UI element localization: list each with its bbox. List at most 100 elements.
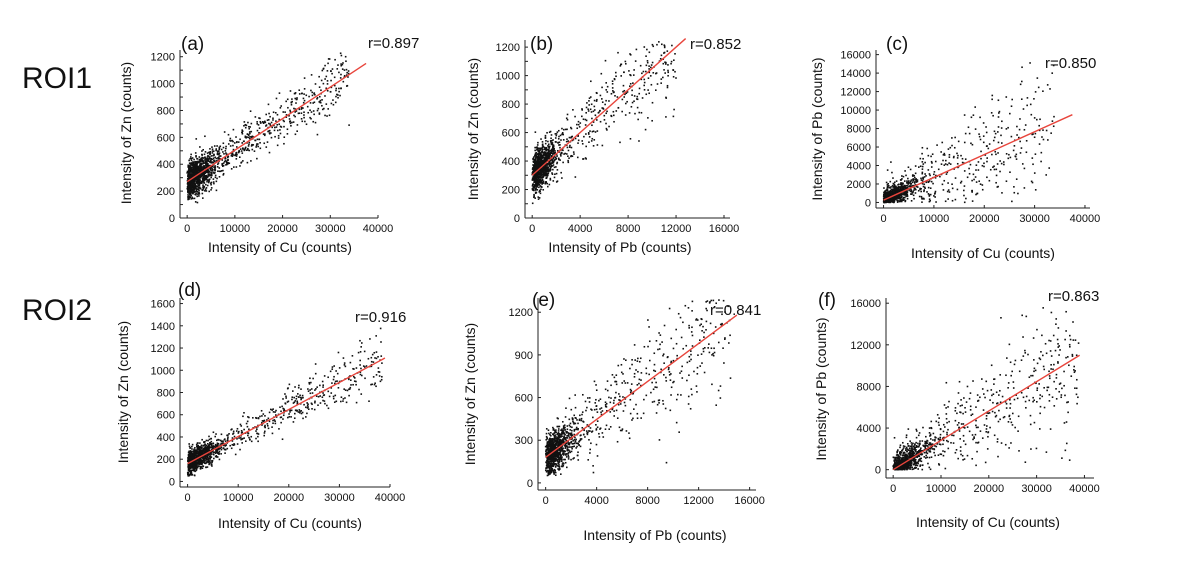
scatter-point xyxy=(195,138,198,140)
scatter-point xyxy=(537,158,539,161)
scatter-point xyxy=(277,137,280,139)
scatter-point xyxy=(241,142,244,144)
scatter-point xyxy=(244,135,247,138)
scatter-point xyxy=(202,180,204,183)
scatter-point xyxy=(211,446,214,449)
scatter-point xyxy=(187,194,189,196)
scatter-point xyxy=(893,200,896,202)
scatter-point xyxy=(192,165,195,168)
scatter-point xyxy=(332,103,335,106)
y-axis-label: Intensity of Pb (counts) xyxy=(809,57,825,200)
scatter-point xyxy=(291,396,294,399)
scatter-point xyxy=(913,187,916,189)
scatter-point xyxy=(643,78,646,81)
scatter-point xyxy=(199,166,202,168)
scatter-point xyxy=(535,183,537,185)
scatter-point xyxy=(945,159,947,162)
scatter-point xyxy=(998,110,1001,113)
scatter-point xyxy=(268,129,271,132)
scatter-point xyxy=(572,138,575,141)
scatter-point xyxy=(662,76,664,79)
scatter-point xyxy=(251,143,253,146)
scatter-point xyxy=(247,121,249,124)
scatter-point xyxy=(601,107,604,109)
scatter-point xyxy=(883,193,886,196)
scatter-point xyxy=(314,83,317,85)
scatter-point xyxy=(210,171,213,174)
scatter-point xyxy=(205,451,207,454)
scatter-point xyxy=(904,170,906,172)
scatter-point xyxy=(923,198,925,200)
scatter-point xyxy=(195,161,197,164)
scatter-point xyxy=(588,141,590,144)
scatter-point xyxy=(200,162,203,165)
scatter-point xyxy=(960,180,963,183)
scatter-point xyxy=(611,80,614,82)
scatter-point xyxy=(370,383,372,386)
scatter-point xyxy=(561,133,563,136)
scatter-point xyxy=(202,186,204,189)
scatter-point xyxy=(196,176,198,179)
scatter-point xyxy=(983,162,985,165)
scatter-point xyxy=(192,181,195,184)
scatter-point xyxy=(212,431,215,434)
x-tick-label: 30000 xyxy=(324,492,355,504)
scatter-point xyxy=(197,186,199,188)
scatter-point xyxy=(663,52,665,54)
scatter-point xyxy=(192,455,195,457)
scatter-point xyxy=(991,153,993,156)
scatter-point xyxy=(275,97,278,100)
scatter-point xyxy=(921,161,924,163)
scatter-point xyxy=(321,108,324,111)
scatter-point xyxy=(533,180,536,182)
scatter-point xyxy=(923,190,925,193)
scatter-point xyxy=(888,192,890,195)
scatter-point xyxy=(287,106,289,109)
scatter-point xyxy=(235,158,238,160)
scatter-point xyxy=(204,135,206,138)
y-tick-label: 0 xyxy=(865,197,871,209)
scatter-point xyxy=(673,59,675,62)
scatter-point xyxy=(378,371,381,373)
scatter-point xyxy=(303,99,306,102)
scatter-point xyxy=(194,193,197,196)
scatter-point xyxy=(913,182,916,184)
scatter-point xyxy=(638,140,640,142)
scatter-point xyxy=(927,181,929,183)
scatter-point xyxy=(305,94,308,97)
scatter-point xyxy=(221,164,224,166)
scatter-point xyxy=(672,115,675,118)
scatter-point xyxy=(537,179,540,181)
scatter-point xyxy=(195,468,198,471)
scatter-point xyxy=(268,151,271,154)
scatter-point xyxy=(910,189,913,191)
scatter-point xyxy=(295,98,298,101)
y-tick-label: 1200 xyxy=(151,52,175,64)
scatter-point xyxy=(1017,192,1019,195)
scatter-point xyxy=(197,176,200,179)
scatter-point xyxy=(261,415,263,417)
scatter-point xyxy=(289,409,292,412)
scatter-point xyxy=(342,80,345,83)
scatter-point xyxy=(370,360,373,363)
x-tick-label: 20000 xyxy=(267,223,298,235)
scatter-point xyxy=(886,188,889,190)
scatter-point xyxy=(204,156,206,159)
scatter-point xyxy=(325,103,328,105)
scatter-point xyxy=(283,120,285,123)
scatter-point xyxy=(592,130,595,133)
scatter-point xyxy=(546,168,549,171)
scatter-point xyxy=(290,103,293,106)
scatter-point xyxy=(543,174,545,176)
scatter-point xyxy=(660,54,663,57)
x-tick-label: 40000 xyxy=(375,492,406,504)
scatter-point xyxy=(646,48,648,51)
row-label-roi1: ROI1 xyxy=(22,62,93,95)
scatter-point xyxy=(531,172,534,174)
scatter-point xyxy=(912,194,915,197)
x-tick-label: 10000 xyxy=(220,223,251,235)
scatter-point xyxy=(549,179,552,181)
scatter-point xyxy=(280,105,283,107)
scatter-point xyxy=(186,177,189,180)
scatter-point xyxy=(542,166,545,169)
